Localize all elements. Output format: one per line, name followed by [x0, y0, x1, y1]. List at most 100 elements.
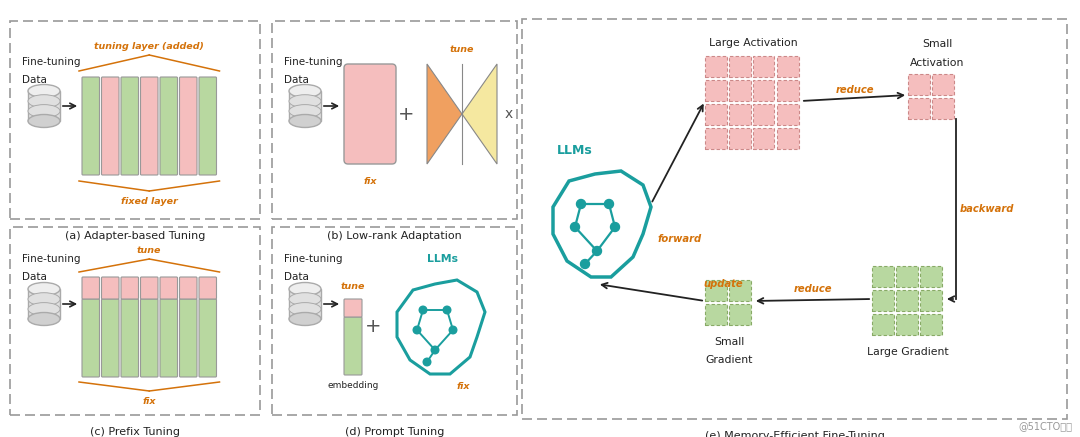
Bar — [705, 55, 727, 77]
Ellipse shape — [289, 95, 321, 108]
Text: fix: fix — [143, 397, 156, 406]
FancyBboxPatch shape — [199, 77, 216, 175]
Ellipse shape — [28, 293, 60, 306]
Ellipse shape — [289, 114, 321, 128]
FancyBboxPatch shape — [121, 277, 138, 299]
Bar — [872, 289, 893, 311]
FancyBboxPatch shape — [160, 277, 177, 299]
Text: Data: Data — [22, 272, 46, 282]
Text: Large Gradient: Large Gradient — [867, 347, 949, 357]
Ellipse shape — [289, 282, 321, 295]
Bar — [289, 289, 321, 319]
Circle shape — [605, 200, 613, 208]
Ellipse shape — [28, 312, 60, 326]
Text: tune: tune — [341, 282, 365, 291]
Circle shape — [581, 260, 590, 268]
Text: backward: backward — [960, 204, 1014, 214]
Bar — [920, 313, 942, 335]
Text: Gradient: Gradient — [705, 355, 753, 365]
FancyBboxPatch shape — [179, 77, 197, 175]
Circle shape — [419, 306, 427, 314]
Bar — [729, 104, 751, 125]
Ellipse shape — [289, 84, 321, 97]
FancyBboxPatch shape — [140, 299, 158, 377]
Text: Large Activation: Large Activation — [708, 38, 797, 48]
Bar — [777, 80, 798, 101]
Text: Data: Data — [22, 75, 46, 85]
Text: Activation: Activation — [909, 58, 964, 68]
Bar — [729, 55, 751, 77]
Text: (b) Low-rank Adaptation: (b) Low-rank Adaptation — [327, 231, 462, 241]
Ellipse shape — [28, 84, 60, 97]
FancyBboxPatch shape — [179, 299, 197, 377]
Bar — [272, 227, 517, 415]
Bar — [272, 21, 517, 219]
FancyBboxPatch shape — [140, 277, 158, 299]
FancyBboxPatch shape — [121, 299, 138, 377]
Circle shape — [449, 326, 457, 334]
Bar — [920, 266, 942, 287]
FancyBboxPatch shape — [160, 299, 177, 377]
FancyBboxPatch shape — [199, 277, 216, 299]
Bar — [28, 289, 60, 319]
Bar — [753, 128, 774, 149]
Circle shape — [577, 200, 585, 208]
Text: Fine-tuning: Fine-tuning — [22, 254, 81, 264]
Bar — [872, 266, 893, 287]
Bar — [777, 104, 798, 125]
Ellipse shape — [28, 302, 60, 316]
Text: Data: Data — [284, 272, 309, 282]
Text: reduce: reduce — [793, 284, 832, 294]
Ellipse shape — [289, 104, 321, 118]
Bar — [908, 73, 930, 95]
FancyBboxPatch shape — [345, 317, 362, 375]
Bar — [753, 55, 774, 77]
Text: embedding: embedding — [327, 381, 379, 390]
Bar — [932, 97, 954, 119]
Bar — [920, 289, 942, 311]
FancyBboxPatch shape — [140, 77, 158, 175]
Circle shape — [593, 246, 602, 256]
FancyBboxPatch shape — [121, 77, 138, 175]
Bar — [777, 55, 798, 77]
Bar — [729, 80, 751, 101]
Bar — [753, 80, 774, 101]
FancyBboxPatch shape — [82, 77, 99, 175]
Text: reduce: reduce — [835, 85, 874, 95]
Text: LLMs: LLMs — [557, 144, 593, 157]
FancyBboxPatch shape — [160, 77, 177, 175]
Text: fix: fix — [457, 382, 471, 391]
Ellipse shape — [28, 114, 60, 128]
Circle shape — [431, 346, 438, 354]
Bar — [932, 73, 954, 95]
Text: Small: Small — [922, 39, 953, 49]
FancyBboxPatch shape — [102, 299, 119, 377]
Bar — [896, 313, 918, 335]
FancyBboxPatch shape — [102, 277, 119, 299]
Text: x: x — [505, 107, 513, 121]
Text: update: update — [703, 279, 743, 289]
Text: Fine-tuning: Fine-tuning — [284, 57, 342, 67]
Text: (c) Prefix Tuning: (c) Prefix Tuning — [90, 427, 180, 437]
Text: fix: fix — [363, 177, 377, 186]
Bar — [705, 280, 727, 301]
Polygon shape — [427, 64, 462, 164]
Ellipse shape — [28, 104, 60, 118]
Text: Fine-tuning: Fine-tuning — [284, 254, 342, 264]
Ellipse shape — [289, 312, 321, 326]
FancyBboxPatch shape — [199, 299, 216, 377]
FancyBboxPatch shape — [345, 299, 362, 317]
Text: (d) Prompt Tuning: (d) Prompt Tuning — [345, 427, 444, 437]
Bar — [729, 280, 751, 301]
Bar — [753, 104, 774, 125]
Text: forward: forward — [657, 234, 701, 244]
Text: +: + — [397, 104, 415, 124]
Circle shape — [414, 326, 421, 334]
Circle shape — [443, 306, 450, 314]
Text: fixed layer: fixed layer — [121, 197, 177, 206]
Text: @51CTO博客: @51CTO博客 — [1018, 421, 1072, 431]
Ellipse shape — [289, 302, 321, 316]
Text: Data: Data — [284, 75, 309, 85]
Text: Small: Small — [714, 337, 744, 347]
FancyBboxPatch shape — [179, 277, 197, 299]
